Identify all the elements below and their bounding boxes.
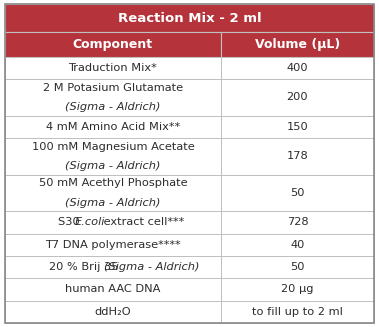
Text: E.coli: E.coli: [75, 217, 105, 227]
Bar: [221, 233, 374, 256]
Text: S30: S30: [58, 217, 83, 227]
Text: Reaction Mix - 2 ml: Reaction Mix - 2 ml: [118, 12, 261, 25]
Text: 728: 728: [287, 217, 308, 227]
Text: (Sigma - Aldrich): (Sigma - Aldrich): [65, 198, 161, 208]
Bar: [221, 211, 374, 233]
Text: T7 DNA polymerase****: T7 DNA polymerase****: [45, 240, 181, 250]
Bar: [5, 256, 221, 278]
Text: (Sigma - Aldrich): (Sigma - Aldrich): [104, 262, 200, 272]
Bar: [5, 211, 221, 233]
Bar: [221, 278, 374, 301]
Text: Traduction Mix*: Traduction Mix*: [69, 63, 157, 73]
Bar: [5, 57, 221, 79]
Bar: [221, 175, 374, 211]
Bar: [5, 4, 374, 32]
Bar: [5, 175, 221, 211]
Text: 50: 50: [290, 188, 305, 198]
Text: to fill up to 2 ml: to fill up to 2 ml: [252, 307, 343, 317]
Text: ddH₂O: ddH₂O: [95, 307, 131, 317]
Text: extract cell***: extract cell***: [100, 217, 185, 227]
Bar: [221, 79, 374, 116]
Bar: [5, 138, 221, 175]
Text: (Sigma - Aldrich): (Sigma - Aldrich): [65, 161, 161, 171]
Bar: [221, 138, 374, 175]
Text: 20 % Brij 35: 20 % Brij 35: [49, 262, 122, 272]
Bar: [5, 233, 221, 256]
Bar: [5, 278, 221, 301]
Bar: [5, 32, 221, 57]
Bar: [221, 32, 374, 57]
Text: 20 μg: 20 μg: [281, 284, 314, 295]
Text: (Sigma - Aldrich): (Sigma - Aldrich): [65, 102, 161, 112]
Text: Volume (μL): Volume (μL): [255, 38, 340, 51]
Bar: [221, 256, 374, 278]
Text: 400: 400: [287, 63, 308, 73]
Text: 50 mM Acethyl Phosphate: 50 mM Acethyl Phosphate: [39, 178, 187, 188]
Text: 4 mM Amino Acid Mix**: 4 mM Amino Acid Mix**: [46, 122, 180, 132]
Bar: [221, 57, 374, 79]
Text: 150: 150: [287, 122, 308, 132]
Text: Component: Component: [73, 38, 153, 51]
Bar: [5, 301, 221, 323]
Bar: [5, 116, 221, 138]
Bar: [5, 79, 221, 116]
Text: 40: 40: [290, 240, 305, 250]
Text: 178: 178: [287, 151, 308, 162]
Text: 2 M Potasium Glutamate: 2 M Potasium Glutamate: [43, 83, 183, 93]
Text: human AAC DNA: human AAC DNA: [65, 284, 161, 295]
Bar: [221, 301, 374, 323]
Text: 50: 50: [290, 262, 305, 272]
Text: 100 mM Magnesium Acetate: 100 mM Magnesium Acetate: [31, 142, 194, 151]
Bar: [221, 116, 374, 138]
Text: 200: 200: [287, 93, 308, 102]
